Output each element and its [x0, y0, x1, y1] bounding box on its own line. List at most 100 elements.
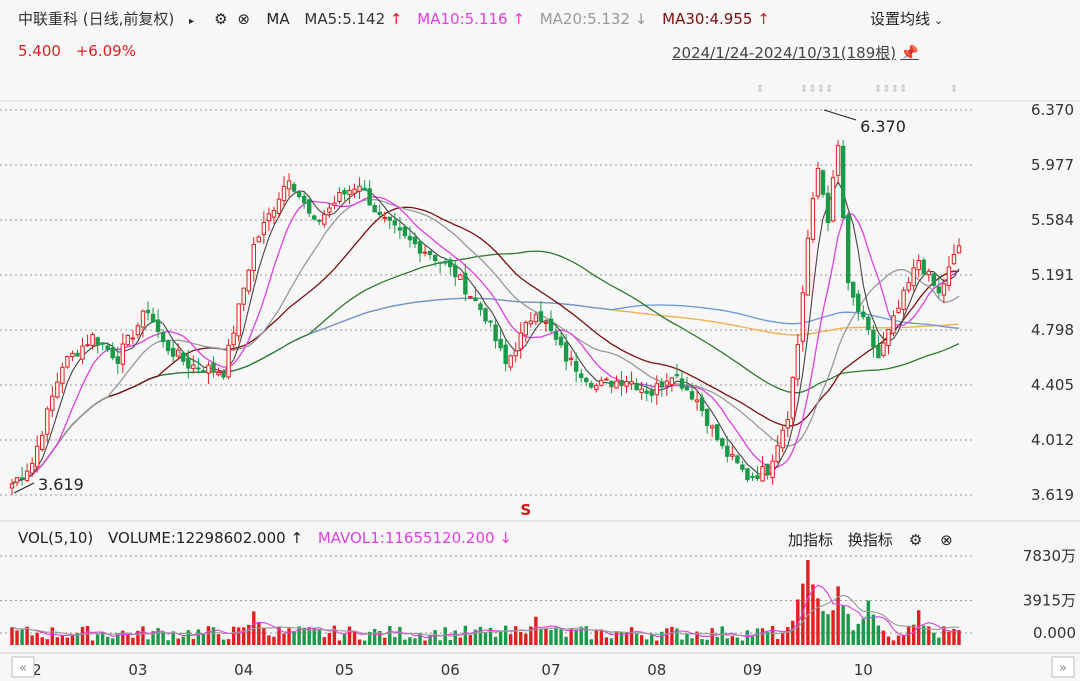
- stock-title[interactable]: 中联重科 (日线,前复权): [18, 10, 175, 28]
- close-icon[interactable]: ⊗: [237, 10, 250, 28]
- candle-body: [291, 183, 297, 192]
- candle-body: [65, 355, 70, 368]
- candle-body: [150, 313, 156, 322]
- volume-bar: [378, 631, 382, 645]
- volume-bar: [569, 628, 573, 645]
- sell-signal-marker: S: [520, 501, 531, 519]
- candle-body: [750, 475, 755, 478]
- candle-body: [780, 429, 785, 449]
- candle-body: [558, 336, 564, 346]
- chevron-down-icon: ⌄: [934, 14, 944, 27]
- volume-bar: [468, 635, 473, 645]
- candle-body: [649, 390, 654, 396]
- candle-body: [840, 145, 846, 219]
- volume-bar: [604, 637, 609, 645]
- candle-body: [941, 283, 947, 296]
- volume-bar: [901, 634, 906, 645]
- volume-bar: [780, 633, 785, 645]
- pin-icon[interactable]: 📌: [900, 44, 919, 62]
- scroll-right-button[interactable]: [1051, 656, 1075, 678]
- candle-body: [946, 266, 952, 286]
- volume-bar: [85, 625, 90, 645]
- volume-bar: [388, 626, 392, 645]
- candle-body: [815, 167, 821, 197]
- volume-bar: [488, 627, 493, 645]
- volume-bar: [337, 640, 342, 645]
- mavol2-line: [11, 594, 960, 637]
- candle-body: [599, 379, 604, 386]
- x-tick-label: 06: [441, 661, 460, 679]
- candle-body: [956, 245, 962, 254]
- candle-body: [332, 202, 337, 206]
- volume-bar: [841, 605, 845, 645]
- candle-body: [689, 391, 695, 400]
- candle-body: [790, 376, 795, 419]
- candle-body: [735, 455, 740, 464]
- volume-bar: [35, 632, 39, 645]
- candle-body: [699, 397, 705, 412]
- close-icon[interactable]: ⊗: [940, 531, 953, 549]
- ma60-line: [11, 250, 960, 485]
- candle-body: [211, 362, 216, 373]
- volume-bar: [871, 614, 876, 645]
- volume-bar: [710, 628, 714, 645]
- candle-body: [337, 192, 342, 202]
- volume-bar: [428, 635, 432, 645]
- candle-body: [256, 236, 262, 243]
- volume-bar: [534, 616, 538, 645]
- volume-bar: [236, 627, 241, 645]
- volume-bar: [508, 634, 513, 645]
- candle-body: [246, 269, 251, 292]
- volume-bar: [886, 636, 891, 645]
- volume-bar: [302, 627, 306, 645]
- volume-bar: [806, 560, 810, 645]
- volume-bar: [186, 630, 191, 645]
- volume-bar: [262, 627, 266, 645]
- mavol1-line: [11, 584, 960, 639]
- candle-body: [145, 309, 151, 314]
- add-indicator-button[interactable]: 加指标: [788, 531, 834, 549]
- gear-icon[interactable]: ⚙: [908, 531, 923, 549]
- candle-body: [29, 462, 35, 474]
- scale-control-icon: ⇕: [756, 84, 764, 95]
- ma5-line: [11, 180, 960, 485]
- candle-body: [921, 259, 926, 275]
- candle-body: [306, 199, 312, 214]
- price-tick-label: 6.370: [1031, 101, 1074, 119]
- volume-bar: [297, 626, 301, 645]
- x-tick-label: 03: [128, 661, 147, 679]
- volume-bar: [111, 638, 115, 645]
- play-icon[interactable]: ▸: [189, 16, 195, 27]
- candle-body: [604, 378, 609, 381]
- volume-bar: [65, 637, 70, 645]
- volume-bar: [660, 631, 664, 645]
- candle-body: [709, 425, 715, 429]
- candle-body: [60, 366, 65, 384]
- candle-body: [488, 320, 493, 323]
- volume-bar: [312, 628, 316, 645]
- date-range[interactable]: 2024/1/24-2024/10/31(189根) 📌: [672, 42, 929, 63]
- candle-body: [579, 373, 584, 379]
- x-tick-label: 10: [854, 661, 873, 679]
- candle-body: [165, 340, 171, 352]
- ma-settings-button[interactable]: 设置均线 ⌄: [870, 8, 953, 29]
- scale-control-icon: ⇕: [950, 84, 958, 95]
- switch-indicator-button[interactable]: 换指标: [847, 531, 893, 549]
- scroll-left-button[interactable]: [11, 656, 35, 678]
- candle-body: [916, 259, 921, 271]
- candle-body: [70, 352, 75, 358]
- volume-bar: [75, 632, 80, 645]
- volume-bar: [911, 624, 916, 645]
- volume-bar: [700, 639, 704, 645]
- gear-icon[interactable]: ⚙: [214, 10, 228, 28]
- volume-bar: [342, 633, 347, 645]
- volume-bar: [80, 626, 85, 645]
- candle-body: [594, 384, 599, 391]
- candle-body: [886, 329, 891, 347]
- candle-body: [669, 377, 675, 386]
- candle-body: [745, 468, 750, 481]
- candle-body: [448, 259, 453, 268]
- volume-bar: [524, 633, 528, 645]
